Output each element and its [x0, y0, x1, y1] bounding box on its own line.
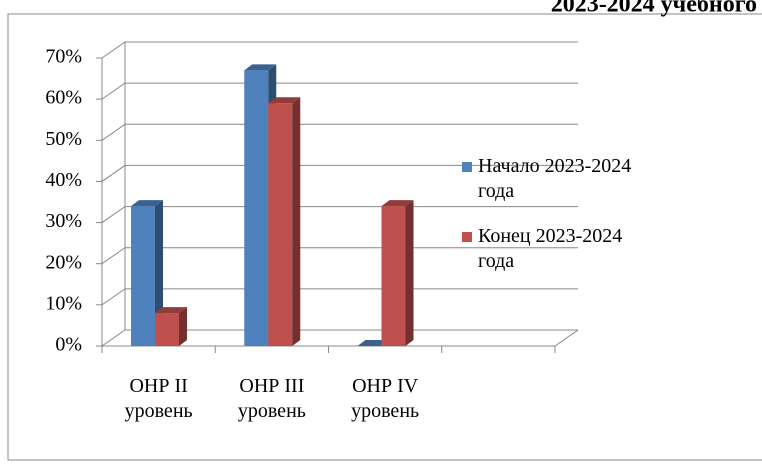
x-tick-label: ОНР IV уровень [351, 375, 420, 422]
x-tick-label: ОНР II уровень [124, 375, 193, 422]
legend-swatch [462, 232, 472, 242]
legend-entry: Конец 2023-2024 года [462, 224, 643, 274]
bar [155, 313, 179, 346]
bar [244, 70, 269, 346]
y-tick-label: 50% [45, 128, 82, 150]
y-tick-label: 10% [45, 292, 82, 314]
y-tick-label: 0% [55, 334, 82, 356]
y-tick-label: 30% [45, 210, 82, 232]
y-tick-label: 70% [45, 46, 82, 68]
bar-top [244, 64, 277, 71]
grid-line [101, 247, 578, 265]
chart-title: 2023-2024 учебного [551, 0, 757, 18]
grid-line [101, 164, 578, 182]
bar-side [179, 307, 187, 346]
bar [381, 206, 406, 346]
x-tick-label: ОНР III уровень [237, 375, 306, 422]
bar-top [381, 200, 414, 207]
bar-top [131, 200, 163, 207]
grid-line [101, 329, 578, 347]
grid-line [101, 123, 578, 141]
grid-line [101, 288, 578, 306]
legend-label: Начало 2023-2024 года [478, 155, 632, 202]
bar [131, 206, 155, 346]
bar-top [268, 97, 301, 104]
grid-line [101, 82, 578, 100]
legend-swatch [462, 162, 472, 172]
bar-side [292, 97, 301, 346]
grid-line [101, 206, 578, 223]
chart-border [7, 13, 762, 461]
bar [268, 103, 293, 346]
legend-label: Конец 2023-2024 года [478, 225, 623, 272]
y-tick-label: 40% [45, 169, 82, 191]
grid-line [101, 41, 578, 59]
bar-top [155, 307, 187, 314]
bar-side [405, 200, 414, 346]
y-tick-label: 60% [45, 87, 82, 109]
legend-entry: Начало 2023-2024 года [462, 154, 643, 204]
y-tick-label: 20% [45, 251, 82, 273]
